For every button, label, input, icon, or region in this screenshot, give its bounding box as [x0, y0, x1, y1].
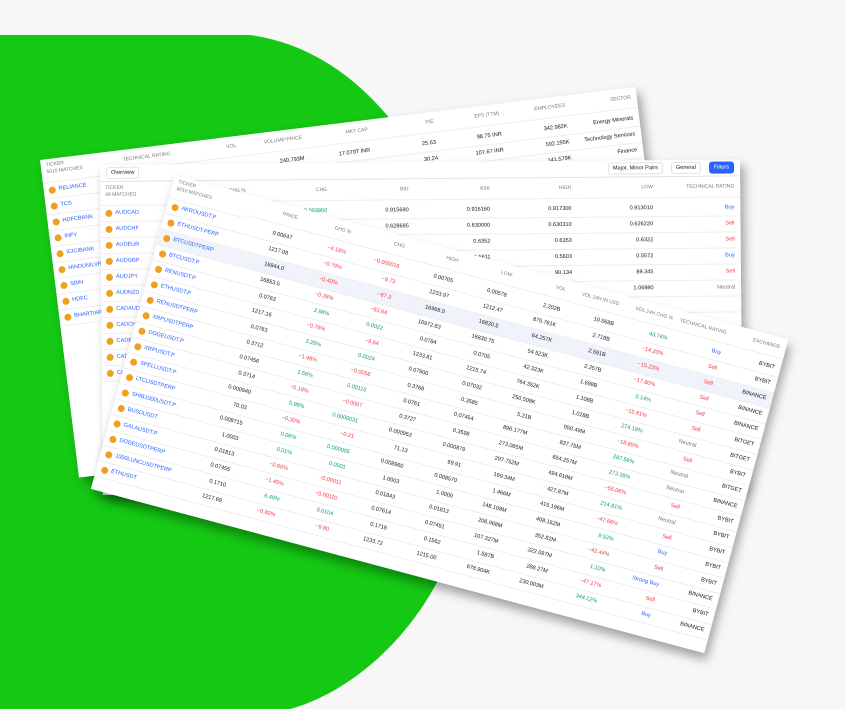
ticker-icon: [150, 280, 159, 290]
ticker-icon: [106, 289, 114, 297]
ticker-icon: [106, 337, 114, 345]
ticker[interactable]: AUDEUR: [115, 241, 140, 248]
cell: Sell: [659, 264, 742, 282]
ticker-icon: [133, 342, 143, 352]
cell: 0.915690: [333, 203, 415, 220]
ticker-icon: [105, 225, 113, 233]
ticker-icon: [116, 404, 126, 413]
ticker[interactable]: AUDNZD: [116, 289, 140, 296]
ticker-icon: [108, 435, 118, 444]
ticker-icon: [62, 297, 70, 306]
cell: 0.916160: [414, 202, 497, 220]
cell: Neutral: [659, 280, 742, 298]
ticker-icon: [52, 218, 61, 226]
ticker-icon: [63, 313, 72, 322]
ticker-icon: [141, 311, 151, 321]
ticker-icon: [137, 326, 147, 336]
ticker-icon: [100, 466, 109, 475]
cell: 89.345: [578, 265, 660, 282]
ticker[interactable]: INFY: [64, 232, 78, 240]
column-header[interactable]: BID: [332, 179, 415, 201]
ticker-icon: [106, 353, 114, 361]
ticker-icon: [60, 281, 68, 290]
ticker-icon: [105, 241, 113, 249]
cell: Sell: [659, 216, 741, 234]
cell: 0.626220: [577, 217, 660, 234]
ticker-icon: [166, 218, 176, 228]
ticker-icon: [50, 202, 59, 211]
ticker-icon: [170, 203, 180, 212]
ticker-icon: [112, 419, 122, 429]
ticker-icon: [105, 273, 114, 281]
ticker[interactable]: AUDJPY: [115, 273, 139, 280]
ticker[interactable]: AUDCAD: [115, 209, 140, 216]
view-select[interactable]: Overview: [106, 166, 140, 179]
ticker[interactable]: HDFC: [71, 295, 89, 304]
column-header[interactable]: TECHNICAL RATING: [658, 176, 741, 199]
cell: 0.630000: [414, 218, 497, 236]
filters-button[interactable]: Filters: [708, 161, 735, 174]
ticker-icon: [48, 186, 57, 195]
cell: Sell: [659, 232, 741, 250]
ticker[interactable]: SBIN: [69, 279, 84, 288]
cell: 0.917300: [496, 201, 578, 219]
ticker[interactable]: TCS: [60, 200, 73, 208]
column-header[interactable]: LOW: [577, 177, 659, 199]
match-count: 49 MATCHES: [105, 191, 137, 198]
ticker-icon: [154, 265, 163, 274]
cell: 0.5572: [577, 249, 660, 266]
column-header[interactable]: ASK: [414, 178, 497, 201]
ticker-icon: [145, 296, 155, 305]
cell: Buy: [658, 200, 741, 218]
ticker-icon: [56, 249, 64, 258]
ticker-icon: [105, 257, 113, 265]
ticker-icon: [105, 209, 113, 217]
ticker-header: TICKER 49 MATCHES: [100, 181, 171, 206]
ticker-icon: [162, 234, 172, 243]
ticker-icon: [121, 388, 130, 398]
ticker[interactable]: AUDGBP: [115, 257, 140, 264]
ticker-icon: [58, 265, 66, 274]
ticker-icon: [106, 369, 114, 377]
ticker-cell[interactable]: AUDCAD: [100, 205, 171, 222]
ticker-icon: [129, 357, 138, 367]
pairs-select[interactable]: Major, Minor Pairs: [607, 162, 663, 175]
ticker-icon: [106, 305, 114, 313]
column-header[interactable]: HIGH: [495, 177, 578, 200]
cell: 0.913010: [577, 201, 660, 218]
ticker-icon: [104, 450, 114, 460]
cell: 0.6353: [496, 233, 578, 251]
ticker-icon: [106, 321, 114, 329]
cell: 0.6322: [577, 233, 660, 250]
ticker-icon: [158, 249, 167, 259]
spacer: [147, 169, 599, 173]
group-select[interactable]: General: [670, 161, 701, 175]
ticker[interactable]: AUDCHF: [115, 225, 139, 232]
cell: Buy: [659, 248, 741, 266]
ticker-icon: [54, 233, 63, 242]
cell: 0.630310: [496, 217, 578, 235]
ticker-icon: [125, 373, 134, 382]
